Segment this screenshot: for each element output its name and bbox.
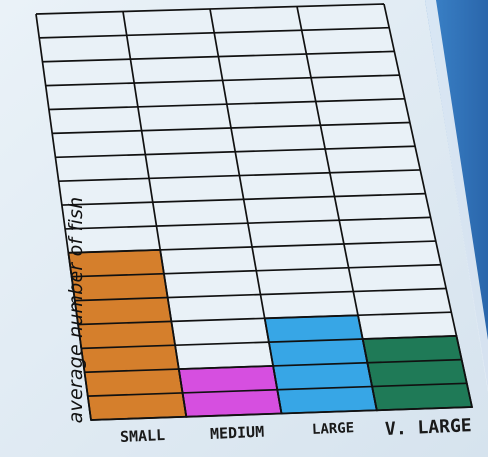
empty-cell	[239, 172, 335, 200]
empty-cell	[226, 101, 321, 128]
empty-cell	[235, 149, 330, 176]
empty-cell	[149, 175, 244, 203]
empty-cell	[123, 9, 215, 36]
empty-cell	[42, 59, 135, 86]
bar-cell	[372, 383, 472, 411]
empty-cell	[152, 199, 248, 226]
bar-cell	[362, 335, 462, 363]
empty-cell	[339, 217, 436, 244]
empty-cell	[48, 106, 142, 134]
empty-cell	[222, 77, 316, 105]
empty-cell	[58, 178, 153, 206]
bar-cell	[277, 386, 377, 414]
empty-cell	[315, 98, 410, 126]
x-tick-label: MEDIUM	[210, 422, 265, 444]
bar-small	[67, 248, 188, 421]
empty-cell	[61, 202, 157, 229]
empty-cell	[231, 125, 326, 152]
bar-cell	[264, 315, 363, 343]
empty-cell	[306, 51, 400, 78]
empty-cell	[126, 32, 219, 60]
empty-cell	[45, 83, 138, 110]
bar-cell	[273, 362, 373, 390]
empty-cell	[329, 169, 426, 197]
empty-cell	[210, 6, 302, 33]
empty-cell	[214, 30, 307, 57]
empty-cell	[145, 151, 240, 179]
empty-cell	[171, 318, 269, 346]
empty-cell	[156, 223, 253, 250]
empty-cell	[325, 146, 421, 173]
empty-cell	[175, 342, 274, 370]
empty-cell	[256, 267, 354, 295]
empty-cell	[243, 196, 340, 224]
empty-cell	[52, 130, 146, 158]
empty-cell	[141, 128, 236, 155]
empty-cell	[348, 264, 447, 292]
empty-cell	[134, 80, 227, 107]
bar-cell	[87, 392, 187, 420]
empty-cell	[247, 220, 344, 247]
empty-cell	[160, 246, 257, 274]
bar-cell	[178, 365, 278, 393]
bar-cell	[367, 359, 467, 387]
empty-cell	[343, 241, 441, 268]
empty-cell	[39, 35, 131, 62]
empty-cell	[311, 75, 405, 102]
x-tick-label: LARGE	[311, 420, 355, 438]
empty-cell	[55, 154, 149, 182]
empty-cell	[297, 4, 390, 31]
empty-cell	[130, 56, 223, 83]
empty-cell	[137, 104, 231, 131]
bar-cell	[84, 369, 183, 397]
bar-cell	[268, 339, 368, 366]
empty-cell	[167, 294, 265, 322]
bar-cell	[74, 297, 172, 325]
empty-cell	[65, 226, 161, 253]
empty-cell	[358, 312, 457, 339]
empty-cell	[252, 244, 349, 271]
empty-cell	[218, 54, 312, 81]
bar-v-large	[361, 334, 474, 412]
bars	[67, 248, 474, 421]
empty-cell	[320, 122, 416, 149]
empty-cell	[163, 270, 261, 298]
empty-cell	[36, 11, 127, 38]
empty-cell	[353, 288, 452, 316]
bar-cell	[81, 345, 179, 373]
empty-cell	[334, 193, 431, 221]
bar-cell	[68, 249, 164, 277]
bar-large	[263, 314, 378, 415]
bar-cell	[71, 273, 168, 301]
empty-cell	[260, 291, 358, 319]
bar-cell	[78, 321, 176, 349]
x-tick-label: V. LARGE	[384, 414, 472, 440]
y-axis-label: average number of fish	[65, 196, 87, 424]
grid-cells	[36, 4, 472, 420]
bar-cell	[182, 389, 282, 417]
x-tick-label: SMALL	[119, 426, 166, 447]
empty-cell	[301, 27, 395, 54]
